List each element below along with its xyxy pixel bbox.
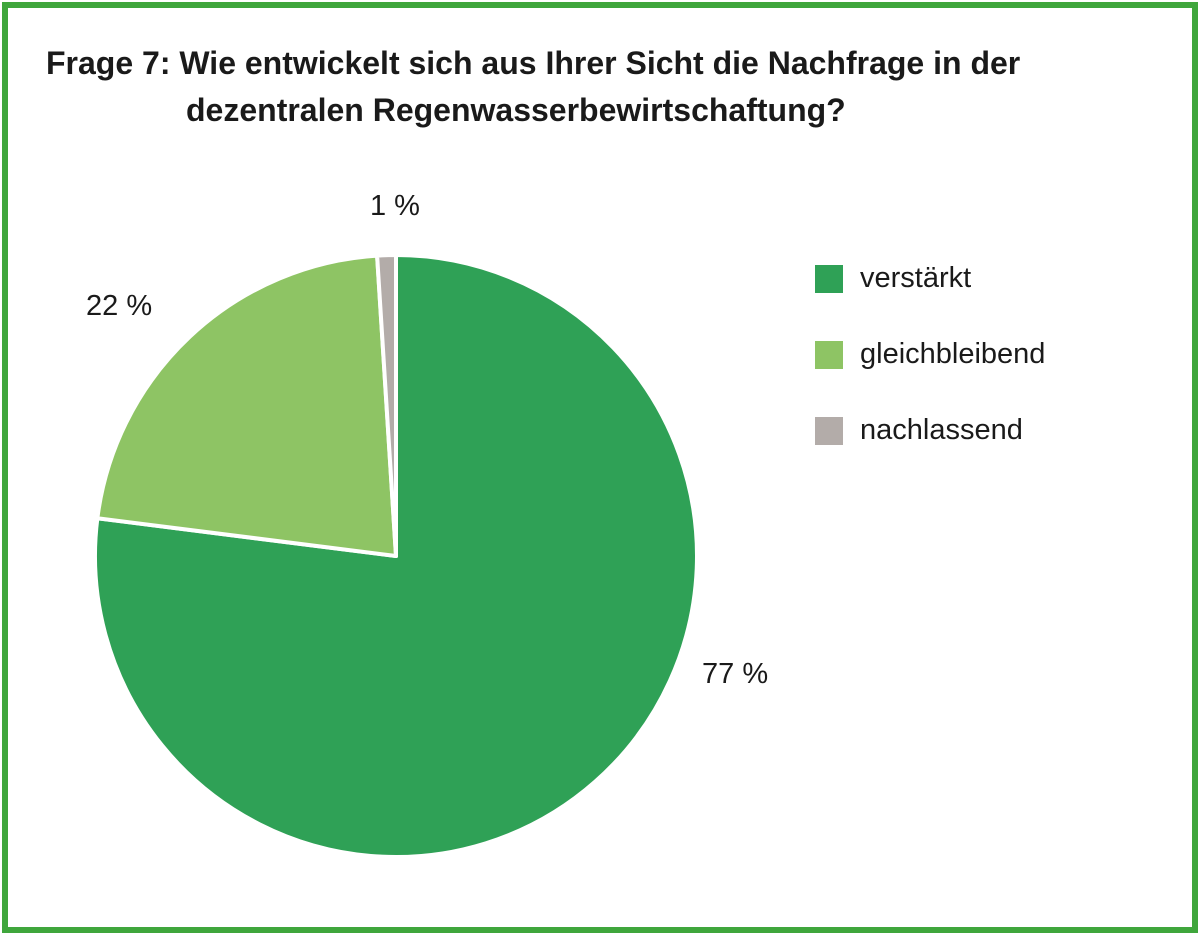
legend-item-gleichbleibend: gleichbleibend [815,338,1045,371]
pie-chart [90,250,702,862]
data-label-gleichbleibend: 22 % [86,290,153,322]
legend: verstärkt gleichbleibend nachlassend [815,262,1045,447]
chart-title-line2: dezentralen Regenwasserbewirtschaftung? [186,92,846,128]
chart-title-line1: Frage 7: Wie entwickelt sich aus Ihrer S… [46,45,1021,81]
legend-item-nachlassend: nachlassend [815,414,1045,447]
legend-label-nachlassend: nachlassend [860,414,1023,446]
data-label-verstaerkt: 77 % [702,658,769,690]
legend-swatch-gleichbleibend [815,340,843,369]
chart-title: Frage 7: Wie entwickelt sich aus Ihrer S… [46,40,1126,134]
legend-item-verstaerkt: verstärkt [815,262,1045,295]
legend-label-gleichbleibend: gleichbleibend [860,338,1046,370]
legend-swatch-nachlassend [815,416,843,445]
legend-swatch-verstaerkt [815,264,843,293]
pie-slice-nachlassend [375,252,398,558]
pie-slice-gleichbleibend [95,253,398,558]
legend-label-verstaerkt: verstärkt [860,262,972,294]
pie-chart-svg [93,252,699,859]
data-label-nachlassend: 1 % [370,190,420,222]
